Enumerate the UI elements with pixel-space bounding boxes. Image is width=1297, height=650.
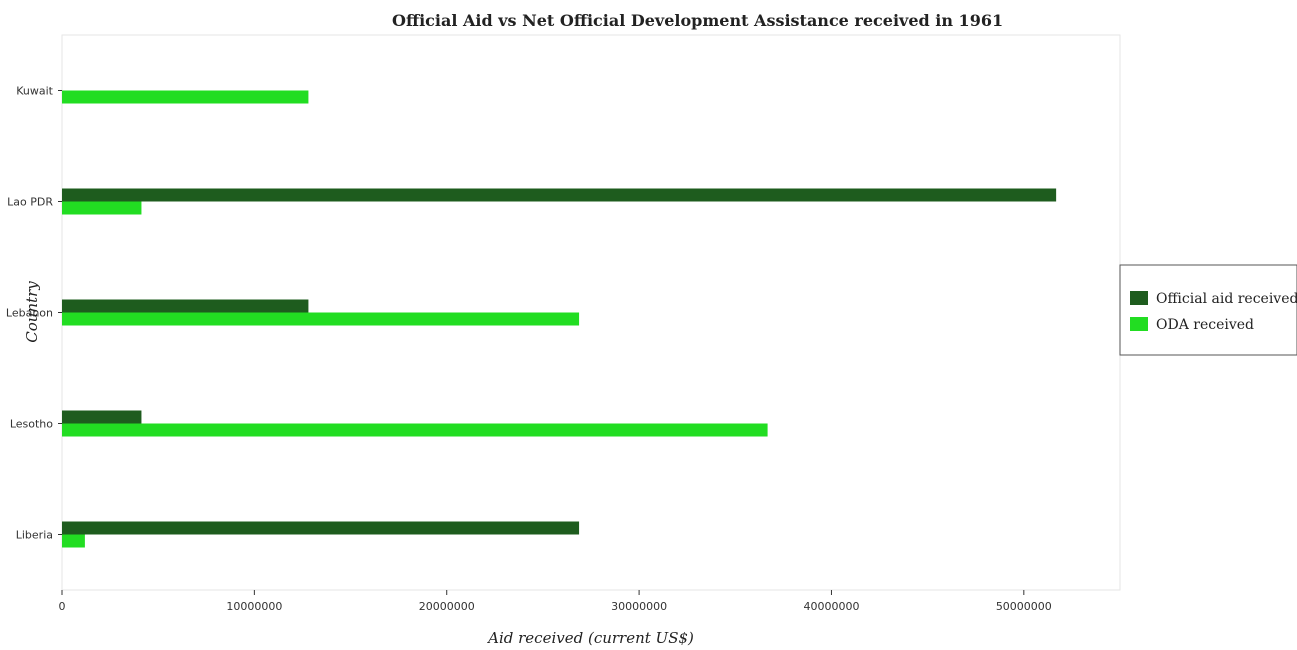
y-axis-label: Country <box>23 281 41 343</box>
y-tick-label: Liberia <box>16 529 53 542</box>
legend-box <box>1119 264 1297 356</box>
bar-oda-lebanon <box>62 312 580 326</box>
y-tick-label: Lebanon <box>6 307 53 320</box>
bars-group <box>62 90 1057 548</box>
x-tick-label: 0 <box>59 600 66 613</box>
bar-oda-liberia <box>62 534 85 548</box>
bar-oda-kuwait <box>62 90 309 104</box>
x-tick-label: 40000000 <box>803 600 859 613</box>
bar-official-aid-liberia <box>62 521 580 535</box>
legend-swatch <box>1130 317 1148 331</box>
bar-official-aid-lebanon <box>62 299 309 313</box>
bar-oda-lao-pdr <box>62 201 142 215</box>
y-tick-label: Kuwait <box>16 85 53 98</box>
x-tick-label: 20000000 <box>419 600 475 613</box>
legend-label: Official aid received <box>1156 291 1297 307</box>
bar-oda-lesotho <box>62 423 768 437</box>
x-tick-label: 50000000 <box>996 600 1052 613</box>
y-tick-label: Lesotho <box>10 418 53 431</box>
legend-label: ODA received <box>1156 317 1254 333</box>
bar-official-aid-lesotho <box>62 410 142 424</box>
y-tick-label: Lao PDR <box>7 196 53 209</box>
bar-official-aid-lao-pdr <box>62 188 1057 202</box>
x-tick-label: 10000000 <box>226 600 282 613</box>
chart-title: Official Aid vs Net Official Development… <box>392 11 1003 30</box>
y-axis-ticks: Kuwait Lao PDR Lebanon Lesotho Liberia <box>6 85 62 542</box>
legend: Official aid received ODA received <box>1119 264 1297 356</box>
x-axis-ticks: 0 10000000 20000000 30000000 40000000 5000000… <box>59 590 1052 613</box>
x-tick-label: 30000000 <box>611 600 667 613</box>
legend-swatch <box>1130 291 1148 305</box>
x-axis-label: Aid received (current US$) <box>486 629 694 647</box>
